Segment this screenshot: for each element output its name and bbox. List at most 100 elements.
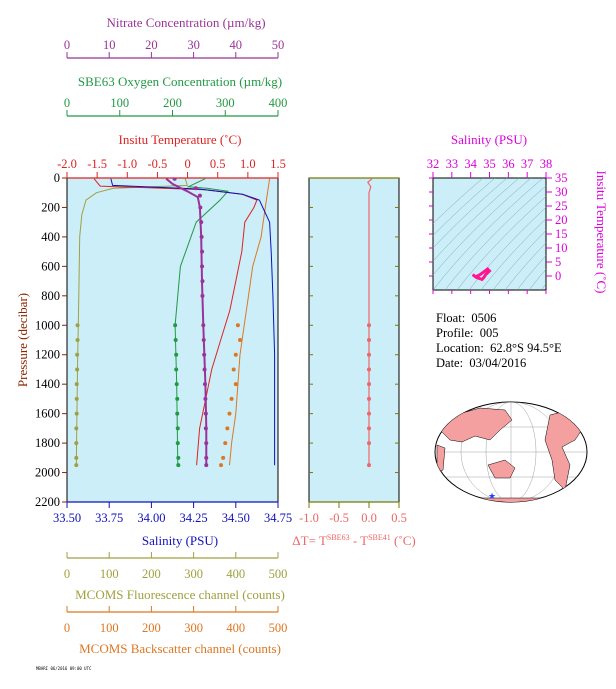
- ts-x-tick-label: 36: [502, 157, 515, 171]
- fluorescence-axis-title: MCOMS Fluorescence channel (counts): [75, 587, 285, 602]
- salinity-series-line: [110, 178, 276, 466]
- pressure-tick-label: 600: [41, 259, 60, 273]
- nitrate-sample-point: [200, 279, 205, 284]
- ts-y-tick-label: 20: [555, 213, 568, 227]
- nitrate-tick-label: 50: [272, 38, 285, 52]
- ts-y-tick-label: 25: [555, 199, 568, 213]
- temperature-axis-title: Insitu Temperature (˚C): [118, 132, 241, 147]
- fluorescence-tick-label: 300: [184, 567, 203, 581]
- delta-t-plot-area: [308, 177, 400, 503]
- nitrate-axis-title: Nitrate Concentration (µm/kg): [106, 15, 265, 30]
- oxygen-sample-point: [175, 411, 180, 416]
- backscatter-sample-point: [219, 463, 224, 468]
- oxygen-tick-label: 0: [64, 96, 70, 110]
- density-contour: [456, 196, 546, 290]
- nitrate-sample-point: [172, 178, 177, 181]
- oxygen-sample-point: [175, 396, 180, 401]
- salinity-axis-title: Salinity (PSU): [142, 533, 218, 548]
- date-row: Date: 03/04/2016: [436, 356, 562, 371]
- fluorescence-sample-point: [74, 382, 79, 387]
- backscatter-sample-point: [235, 323, 240, 328]
- fluorescence-tick-label: 0: [64, 567, 70, 581]
- nitrate-sample-point: [202, 382, 207, 387]
- pressure-tick-label: 1600: [35, 407, 60, 421]
- delta-t-sample-point: [367, 323, 371, 328]
- fluorescence-tick-label: 500: [269, 567, 288, 581]
- density-contour: [433, 178, 496, 236]
- ts-y-tick-label: 30: [555, 185, 568, 199]
- nitrate-sample-point: [198, 205, 203, 210]
- oxygen-sample-point: [176, 455, 181, 460]
- backscatter-series-line: [229, 178, 271, 466]
- delta-t-sample-point: [367, 352, 371, 357]
- ts-plot-area: [432, 177, 547, 291]
- nitrate-sample-point: [204, 441, 209, 446]
- nitrate-sample-point: [201, 323, 206, 328]
- float-position-marker: ★: [488, 491, 496, 501]
- delta-t-sample-point: [367, 411, 371, 416]
- oxygen-sample-point: [174, 367, 179, 372]
- fluorescence-sample-point: [74, 411, 79, 416]
- backscatter-tick-label: 100: [100, 621, 119, 635]
- backscatter-tick-label: 500: [269, 621, 288, 635]
- delta-t-sample-point: [367, 441, 371, 446]
- backscatter-axis-title: MCOMS Backscatter channel (counts): [79, 641, 281, 656]
- ts-y-tick-label: 15: [555, 227, 568, 241]
- fluorescence-sample-point: [74, 455, 79, 460]
- backscatter-sample-point: [227, 411, 232, 416]
- nitrate-tick-label: 10: [103, 38, 116, 52]
- backscatter-sample-point: [225, 426, 230, 431]
- pressure-tick-label: 1400: [35, 377, 60, 391]
- location-value: 62.8°S 94.5°E: [490, 341, 562, 355]
- nitrate-sample-point: [199, 234, 204, 239]
- nitrate-tick-label: 30: [187, 38, 200, 52]
- temperature-tick-label: -1.0: [117, 157, 137, 171]
- density-contour: [433, 178, 544, 290]
- delta-t-series-line: [367, 178, 373, 466]
- nitrate-sample-point: [203, 396, 208, 401]
- density-contour: [444, 185, 546, 290]
- ts-y-tick-label: 10: [555, 241, 568, 255]
- fluorescence-sample-point: [74, 463, 79, 468]
- density-contour: [480, 218, 546, 290]
- delta-t-tick-label: 0.5: [391, 511, 407, 525]
- nitrate-sample-point: [200, 264, 205, 269]
- fluorescence-sample-point: [75, 367, 80, 372]
- salinity-tick-label: 33.75: [95, 511, 123, 525]
- backscatter-tick-label: 400: [226, 621, 245, 635]
- nitrate-sample-point: [203, 426, 208, 431]
- australia-landmass: [487, 459, 516, 479]
- ts-x-tick-label: 32: [427, 157, 440, 171]
- fluorescence-tick-label: 400: [226, 567, 245, 581]
- oxygen-tick-label: 200: [163, 96, 182, 110]
- oxygen-sample-point: [173, 338, 178, 342]
- density-contour: [433, 178, 508, 249]
- float-info-panel: Float: 0506 Profile: 005 Location: 62.8°…: [436, 311, 562, 371]
- backscatter-sample-point: [238, 338, 243, 342]
- ts-x-tick-label: 33: [446, 157, 459, 171]
- pressure-tick-label: 1800: [35, 436, 60, 450]
- oxygen-sample-point: [175, 426, 180, 431]
- delta-t-sample-point: [367, 396, 371, 401]
- fluorescence-tick-label: 100: [100, 567, 119, 581]
- footnote: MBARI 06/2016 09:00 UTC: [36, 666, 92, 671]
- fluorescence-sample-point: [75, 338, 80, 342]
- fluorescence-sample-point: [74, 441, 79, 446]
- nitrate-sample-point: [193, 186, 198, 191]
- delta-t-tick-label: -0.5: [329, 511, 349, 525]
- delta-t-sample-point: [367, 426, 371, 431]
- oxygen-sample-point: [174, 352, 179, 357]
- pressure-tick-label: 1200: [35, 348, 60, 362]
- temperature-series-line: [93, 178, 258, 466]
- location-row: Location: 62.8°S 94.5°E: [436, 341, 562, 356]
- date-value: 03/04/2016: [469, 356, 527, 370]
- density-contour: [492, 230, 546, 290]
- temperature-tick-label: -2.0: [57, 157, 77, 171]
- backscatter-sample-point: [231, 367, 236, 372]
- pressure-axis-title: Pressure (decibar): [15, 293, 30, 387]
- delta-t-tick-label: 0.0: [361, 511, 377, 525]
- temperature-tick-label: 1.0: [240, 157, 256, 171]
- salinity-tick-label: 34.50: [222, 511, 250, 525]
- oxygen-tick-label: 400: [269, 96, 288, 110]
